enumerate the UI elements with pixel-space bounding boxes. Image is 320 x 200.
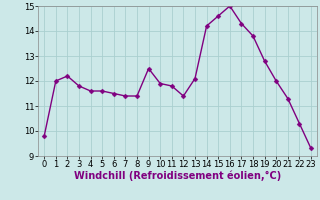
X-axis label: Windchill (Refroidissement éolien,°C): Windchill (Refroidissement éolien,°C) [74, 171, 281, 181]
